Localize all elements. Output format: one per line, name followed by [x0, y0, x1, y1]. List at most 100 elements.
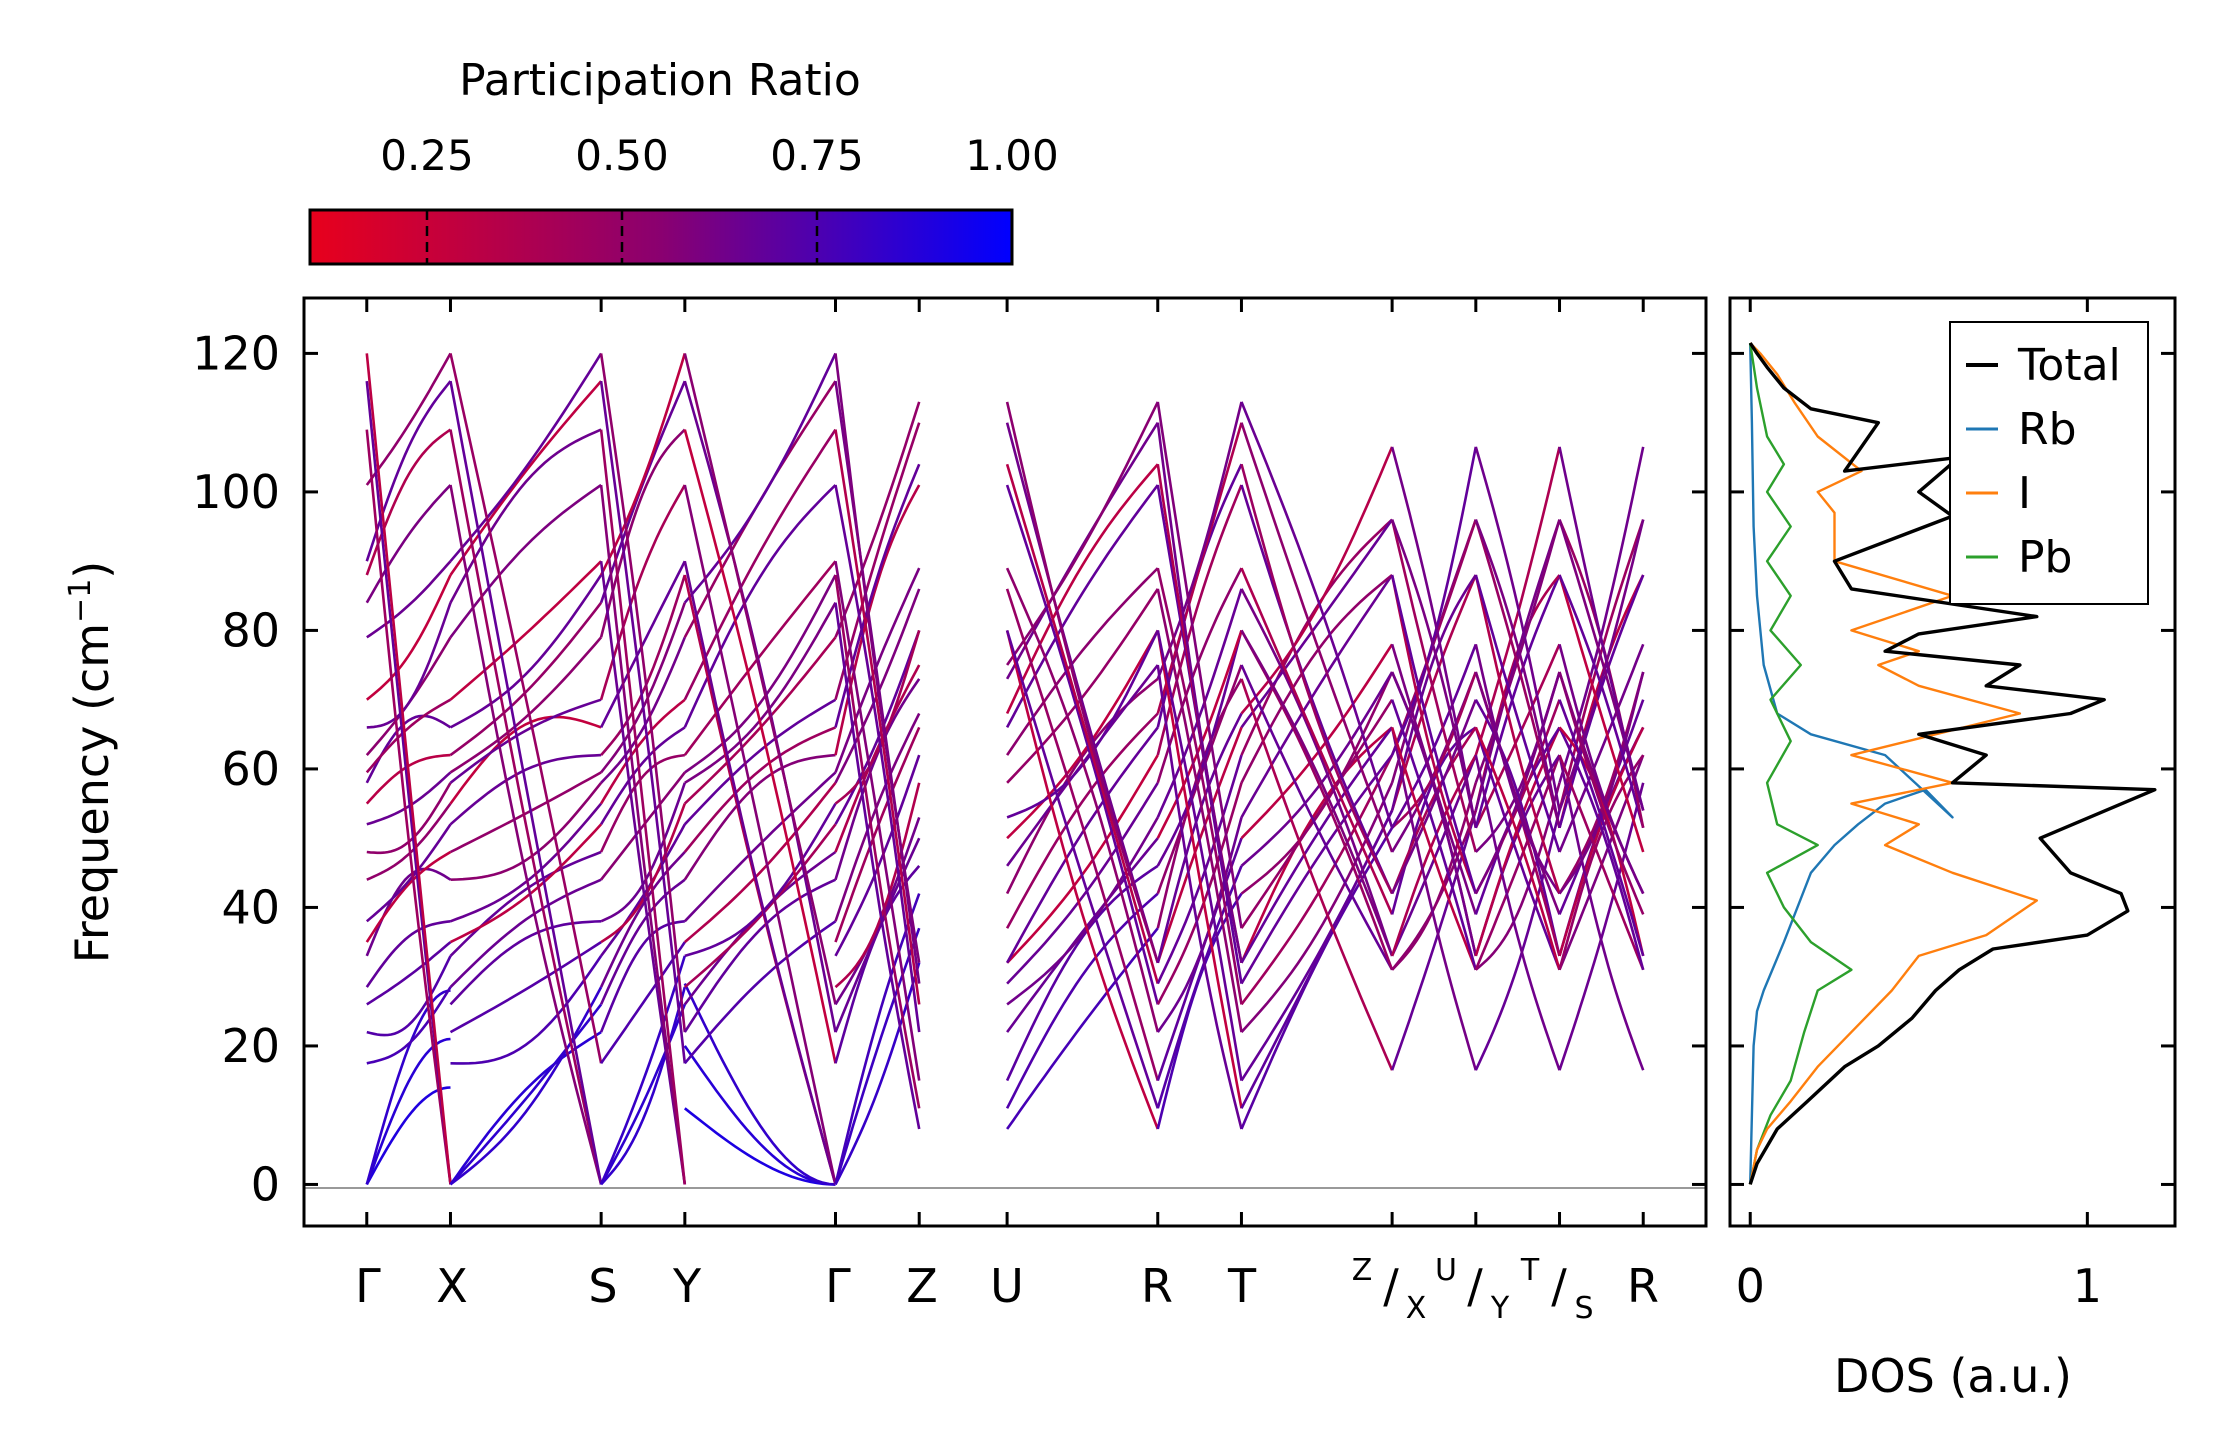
band-line — [1005, 677, 1159, 895]
band-line — [1390, 574, 1477, 811]
band-line — [366, 955, 452, 1037]
band-line — [834, 962, 921, 1185]
band-line — [834, 484, 921, 1033]
band-line — [599, 753, 685, 853]
band-line — [449, 823, 603, 944]
band-line — [450, 955, 603, 1065]
kpoint-slash-2: / — [1467, 1259, 1483, 1313]
band-line — [1390, 574, 1478, 894]
band-line — [1474, 519, 1561, 829]
colorbar-tick-label: 0.50 — [575, 131, 669, 180]
band-line — [1006, 816, 1159, 1006]
band-line — [1240, 827, 1394, 1130]
band-line — [365, 989, 451, 1185]
band-line — [1240, 726, 1394, 964]
band-line — [1558, 519, 1645, 811]
dos-line-pb — [1749, 342, 1853, 1185]
band-line — [1156, 422, 1243, 964]
band-line — [1156, 588, 1243, 1033]
band-line — [600, 986, 687, 1186]
band-line — [1006, 588, 1159, 784]
band-line — [1474, 782, 1561, 971]
dos-x-tick-label: 0 — [1736, 1259, 1765, 1313]
legend-label-i: I — [2018, 468, 2031, 519]
y-axis-label: Frequency (cm−1) — [63, 561, 119, 964]
band-line — [1558, 754, 1645, 1071]
band-line — [1005, 463, 1160, 984]
band-line — [1005, 588, 1160, 1081]
band-line — [1474, 726, 1561, 971]
band-line — [1558, 754, 1645, 971]
band-line — [1240, 422, 1394, 853]
y-axis-label-sup: −1 — [63, 579, 98, 623]
kpoint-t-over-s-bot: S — [1574, 1291, 1593, 1326]
band-line — [1005, 726, 1159, 964]
band-line — [1474, 671, 1561, 915]
legend-label-total: Total — [2017, 340, 2121, 391]
y-axis-label-end: ) — [65, 561, 119, 579]
dos-legend: Total Rb I Pb — [1949, 321, 2149, 605]
band-line — [449, 715, 602, 805]
dos-x-axis-label: DOS (a.u.) — [1834, 1349, 2072, 1403]
dos-x-tick-label: 1 — [2073, 1259, 2102, 1313]
band-y-tick-label: 100 — [192, 465, 280, 519]
band-line — [1156, 782, 1243, 1005]
colorbar-tick-label: 0.25 — [380, 131, 474, 180]
band-y-tick-label: 0 — [251, 1157, 280, 1211]
band-line — [366, 560, 452, 639]
band-line — [449, 380, 603, 576]
dos-line-i — [1749, 342, 2039, 1185]
band-line — [1390, 727, 1478, 1071]
band-line — [1156, 567, 1243, 1005]
kpoint-s: S — [588, 1259, 617, 1313]
band-line — [1390, 754, 1477, 957]
band-line — [1390, 446, 1478, 829]
band-line — [366, 802, 452, 881]
band-line — [449, 636, 603, 774]
band-line — [1240, 671, 1394, 867]
band-axes-frame — [302, 296, 1708, 1228]
kpoint-gamma-1: Γ — [355, 1259, 381, 1313]
band-line — [1474, 644, 1561, 895]
band-line — [600, 771, 686, 881]
kpath-labels: Γ X S Y Γ Z U R T Z / X U / Y T / S — [355, 1253, 1659, 1326]
band-line — [1390, 727, 1478, 971]
band-line — [1390, 643, 1478, 915]
band-line — [449, 429, 603, 1185]
band-line — [449, 771, 602, 854]
band-line — [599, 484, 687, 1185]
kpoint-u: U — [990, 1259, 1024, 1313]
band-line — [1558, 574, 1645, 829]
band-line — [683, 698, 837, 826]
colorbar-title: Participation Ratio — [459, 55, 861, 106]
band-line — [600, 636, 687, 784]
kpoint-r-2: R — [1627, 1259, 1659, 1313]
kpoint-t-over-s: T / S — [1520, 1253, 1594, 1326]
band-line — [1156, 712, 1243, 964]
band-line — [1391, 671, 1478, 829]
band-line — [1006, 401, 1159, 666]
band-line — [599, 353, 687, 1033]
band-line — [1240, 643, 1394, 840]
legend-label-pb: Pb — [2018, 532, 2072, 583]
band-line — [449, 428, 602, 604]
band-line — [449, 698, 602, 784]
band-line — [1474, 519, 1561, 829]
band-line — [683, 1107, 836, 1186]
band-line — [449, 850, 602, 957]
dos-line-total — [1748, 342, 2157, 1185]
band-line — [449, 941, 602, 1034]
band-line — [1240, 484, 1394, 895]
band-line — [599, 380, 687, 1064]
band-line — [1240, 446, 1394, 715]
colorbar-gradient — [310, 210, 1012, 264]
band-line — [684, 574, 837, 774]
band-line — [683, 920, 837, 1065]
band-line — [1156, 817, 1243, 1033]
band-line — [449, 353, 603, 1064]
band-line — [1156, 630, 1243, 867]
dos-lines — [1748, 342, 2157, 1185]
band-line — [1240, 588, 1394, 957]
kpoint-x: X — [436, 1259, 468, 1313]
